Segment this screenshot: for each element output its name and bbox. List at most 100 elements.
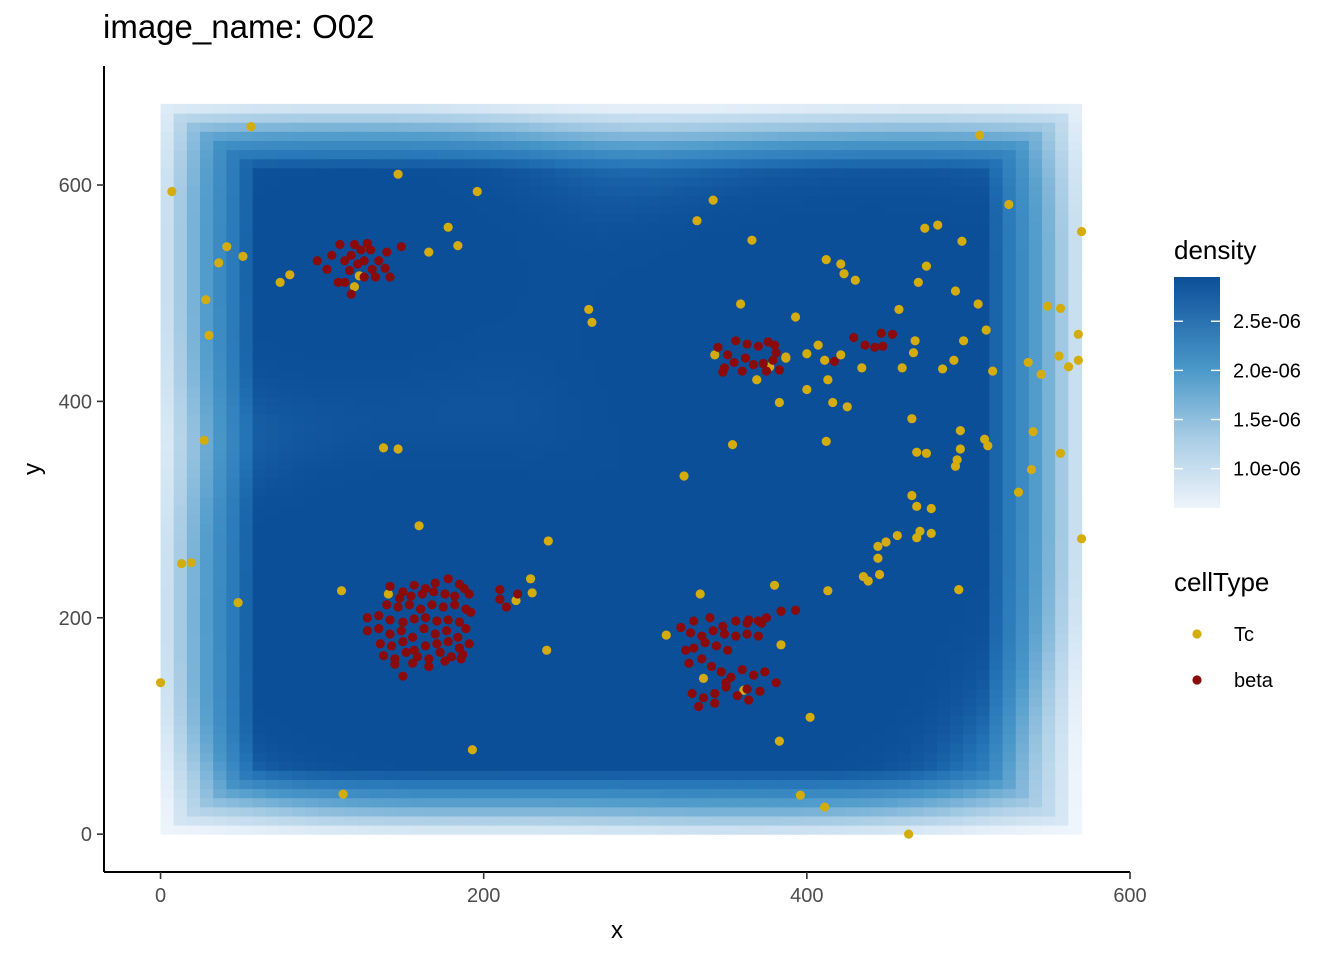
heatmap-cell xyxy=(278,122,293,132)
heatmap-cell xyxy=(923,450,938,461)
heatmap-cell xyxy=(555,204,570,215)
heatmap-cell xyxy=(713,395,727,406)
heatmap-cell xyxy=(436,231,451,242)
heatmap-cell xyxy=(397,414,412,424)
heatmap-cell xyxy=(673,332,688,342)
heatmap-cell xyxy=(371,523,385,534)
heatmap-cell xyxy=(792,350,806,361)
heatmap-cell xyxy=(844,523,859,534)
heatmap-cell xyxy=(963,231,977,242)
heatmap-cell xyxy=(384,669,398,680)
heatmap-cell xyxy=(397,140,412,151)
heatmap-cell xyxy=(726,405,741,415)
heatmap-cell xyxy=(581,815,596,826)
heatmap-cell xyxy=(173,149,188,160)
heatmap-cell xyxy=(436,204,451,215)
heatmap-cell xyxy=(200,542,214,552)
heatmap-cell xyxy=(226,304,241,315)
heatmap-cell xyxy=(436,542,451,552)
heatmap-cell xyxy=(397,195,412,205)
heatmap-cell xyxy=(660,295,675,306)
heatmap-cell xyxy=(213,286,227,297)
heatmap-cell xyxy=(186,532,201,543)
heatmap-cell xyxy=(713,733,727,744)
heatmap-cell xyxy=(607,596,622,607)
heatmap-cell xyxy=(213,158,227,169)
heatmap-cell xyxy=(252,213,267,224)
heatmap-cell xyxy=(502,377,517,388)
heatmap-cell xyxy=(778,341,793,351)
heatmap-cell xyxy=(292,304,306,315)
heatmap-cell xyxy=(594,441,609,452)
heatmap-cell xyxy=(778,624,793,634)
heatmap-cell xyxy=(463,277,477,288)
heatmap-cell xyxy=(660,304,675,315)
heatmap-cell xyxy=(660,322,675,333)
heatmap-cell xyxy=(844,578,859,589)
heatmap-cell xyxy=(844,542,859,552)
heatmap-cell xyxy=(344,359,359,370)
heatmap-cell xyxy=(923,414,938,424)
heatmap-cell xyxy=(371,761,385,771)
heatmap-cell xyxy=(963,742,977,753)
heatmap-cell xyxy=(884,259,898,269)
heatmap-cell xyxy=(410,304,425,315)
heatmap-cell xyxy=(621,615,635,625)
heatmap-cell xyxy=(726,797,741,808)
heatmap-cell xyxy=(923,697,938,707)
heatmap-cell xyxy=(555,359,570,370)
heatmap-cell xyxy=(213,578,227,589)
heatmap-cell xyxy=(450,322,464,333)
heatmap-cell xyxy=(357,587,372,598)
heatmap-cell xyxy=(305,295,320,306)
heatmap-cell xyxy=(555,304,570,315)
heatmap-cell xyxy=(318,332,333,342)
heatmap-cell xyxy=(607,286,622,297)
heatmap-cell xyxy=(200,395,214,406)
heatmap-cell xyxy=(765,505,780,516)
heatmap-cell xyxy=(489,405,504,415)
heatmap-cell xyxy=(910,815,925,826)
heatmap-cell xyxy=(542,651,556,662)
heatmap-cell xyxy=(213,112,227,123)
heatmap-cell xyxy=(607,678,622,689)
heatmap-cell xyxy=(292,633,306,644)
heatmap-cell xyxy=(331,642,346,653)
heatmap-cell xyxy=(423,131,438,141)
heatmap-cell xyxy=(278,642,293,653)
heatmap-cell xyxy=(357,414,372,424)
heatmap-cell xyxy=(568,514,583,525)
heatmap-cell xyxy=(200,478,214,488)
heatmap-cell xyxy=(397,432,412,443)
heatmap-cell xyxy=(160,560,175,571)
heatmap-cell xyxy=(463,706,477,717)
heatmap-cell xyxy=(594,688,609,698)
heatmap-cell xyxy=(476,259,491,269)
heatmap-cell xyxy=(371,797,385,808)
heatmap-cell xyxy=(726,240,741,251)
heatmap-cell xyxy=(936,797,951,808)
heatmap-cell xyxy=(450,742,464,753)
heatmap-cell xyxy=(647,587,662,598)
heatmap-cell xyxy=(857,231,872,242)
heatmap-cell xyxy=(607,551,622,561)
heatmap-cell xyxy=(897,587,912,598)
heatmap-cell xyxy=(581,551,596,561)
heatmap-cell xyxy=(634,542,648,552)
heatmap-cell xyxy=(765,459,780,470)
heatmap-cell xyxy=(699,195,714,205)
heatmap-cell xyxy=(594,642,609,653)
heatmap-cell xyxy=(371,487,385,497)
heatmap-cell xyxy=(344,751,359,762)
heatmap-cell xyxy=(542,122,556,132)
heatmap-cell xyxy=(831,112,846,123)
heatmap-cell xyxy=(213,542,227,552)
heatmap-cell xyxy=(502,678,517,689)
heatmap-cell xyxy=(344,560,359,571)
heatmap-cell xyxy=(805,222,819,233)
heatmap-cell xyxy=(778,131,793,141)
heatmap-cell xyxy=(160,688,175,698)
heatmap-cell xyxy=(226,176,241,187)
heatmap-cell xyxy=(686,542,701,552)
heatmap-cell xyxy=(252,140,267,151)
